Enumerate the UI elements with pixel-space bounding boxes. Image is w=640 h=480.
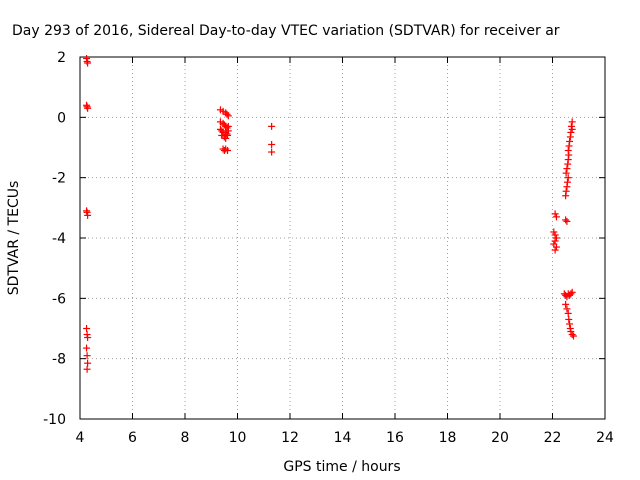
data-point xyxy=(567,290,575,298)
data-point xyxy=(551,237,559,245)
data-point xyxy=(564,174,572,182)
data-point xyxy=(552,234,560,242)
data-point xyxy=(84,334,92,342)
grid xyxy=(80,57,605,419)
axis-ticks xyxy=(79,56,606,420)
data-point xyxy=(84,59,92,67)
data-point xyxy=(566,320,574,328)
data-point xyxy=(268,122,276,130)
data-point xyxy=(564,309,572,317)
data-point xyxy=(84,359,92,367)
data-point xyxy=(562,300,570,308)
data-point xyxy=(224,112,232,120)
data-point xyxy=(83,344,91,352)
data-point xyxy=(550,228,558,236)
x-axis-label: GPS time / hours xyxy=(283,459,400,475)
data-point xyxy=(563,305,571,313)
data-point xyxy=(268,148,276,156)
data-point xyxy=(84,211,92,219)
tick-labels: 4 6 8 10 12 14 16 18 20 22 24 -10 -8 -6 -4 -2 0 2 xyxy=(43,50,614,446)
y-tick-label: 0 xyxy=(57,110,66,126)
data-point xyxy=(568,331,576,339)
data-point xyxy=(567,122,575,130)
data-point xyxy=(563,217,571,225)
data-point xyxy=(552,213,560,221)
x-tick-label: 12 xyxy=(281,430,299,446)
data-point xyxy=(268,140,276,148)
x-tick-label: 10 xyxy=(229,430,247,446)
x-tick-label: 4 xyxy=(76,430,85,446)
data-point xyxy=(83,325,91,332)
data-point xyxy=(563,165,571,173)
data-point xyxy=(551,210,559,218)
y-tick-label: -2 xyxy=(52,171,66,187)
data-point xyxy=(562,169,570,177)
plot-frame xyxy=(79,56,606,420)
data-point xyxy=(223,110,231,118)
data-point xyxy=(562,216,570,224)
chart-title: Day 293 of 2016, Sidereal Day-to-day VTE… xyxy=(12,23,560,39)
data-point xyxy=(570,332,577,340)
data-point xyxy=(568,288,576,296)
data-point xyxy=(224,147,232,155)
data-point xyxy=(83,365,91,373)
x-tick-label: 16 xyxy=(386,430,404,446)
x-tick-label: 22 xyxy=(544,430,562,446)
data-point xyxy=(568,118,576,126)
data-point xyxy=(223,124,231,132)
data-point xyxy=(224,131,232,139)
data-points xyxy=(83,55,577,373)
y-tick-label: -8 xyxy=(52,352,66,368)
data-point xyxy=(220,133,228,141)
x-tick-label: 8 xyxy=(181,430,190,446)
x-tick-label: 24 xyxy=(596,430,614,446)
y-tick-label: -10 xyxy=(43,412,66,428)
data-point xyxy=(562,187,570,195)
data-point xyxy=(565,315,573,323)
data-point xyxy=(552,243,560,251)
data-point xyxy=(563,178,571,186)
x-tick-label: 20 xyxy=(491,430,509,446)
data-point xyxy=(84,104,92,112)
data-point xyxy=(566,137,574,145)
y-tick-label: 2 xyxy=(57,50,66,66)
data-point xyxy=(564,147,572,155)
data-point xyxy=(83,352,91,360)
y-axis-label: SDTVAR / TECUs xyxy=(6,181,22,296)
x-tick-label: 14 xyxy=(334,430,352,446)
data-point xyxy=(567,128,575,136)
x-tick-label: 6 xyxy=(128,430,137,446)
data-point xyxy=(224,127,232,135)
data-point xyxy=(568,125,576,133)
data-point xyxy=(567,328,575,336)
y-tick-label: -4 xyxy=(52,231,66,247)
y-tick-label: -6 xyxy=(52,291,66,307)
data-point xyxy=(551,246,559,254)
x-tick-label: 18 xyxy=(439,430,457,446)
data-point xyxy=(551,231,559,239)
